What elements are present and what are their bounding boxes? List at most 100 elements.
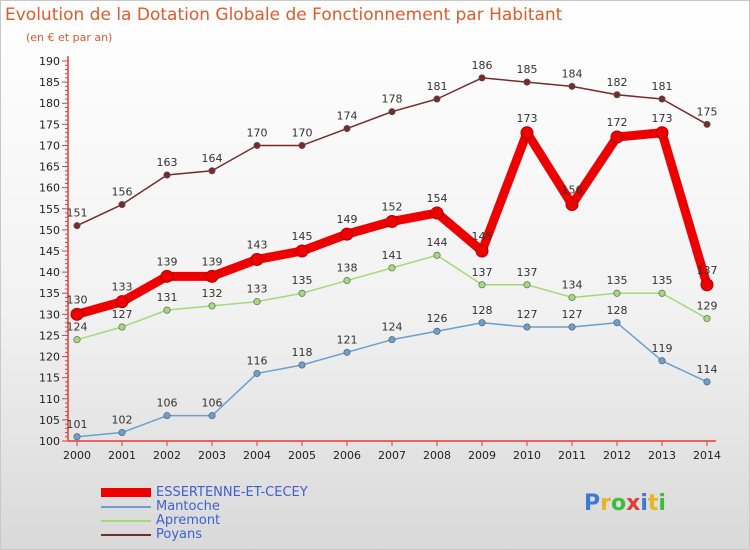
logo-letter: P (584, 491, 601, 516)
y-tick-label: 155 (39, 203, 60, 216)
data-label: 186 (472, 59, 493, 72)
data-label: 137 (472, 266, 493, 279)
data-label: 172 (607, 116, 628, 129)
data-label: 124 (67, 321, 88, 334)
data-point (340, 227, 354, 241)
data-point (433, 327, 441, 335)
data-point (388, 264, 396, 272)
x-tick-label: 2011 (558, 449, 586, 462)
data-label: 135 (652, 274, 673, 287)
axes: 100 105 110 115 120 125 130 135 140 145 150 155 160 1… (39, 55, 721, 462)
x-tick-label: 2012 (603, 449, 631, 462)
chart-title: Evolution de la Dotation Globale de Fonc… (5, 5, 563, 25)
y-tick-label: 175 (39, 118, 60, 131)
legend-label: Mantoche (156, 499, 220, 514)
x-tick-label: 2002 (153, 449, 181, 462)
data-point (433, 251, 441, 259)
data-label: 144 (427, 236, 448, 249)
y-tick-label: 165 (39, 161, 60, 174)
y-tick-label: 130 (39, 308, 60, 321)
y-tick-label: 150 (39, 224, 60, 237)
data-label: 126 (427, 312, 448, 325)
data-point (160, 269, 174, 283)
data-label: 118 (292, 346, 313, 359)
data-label: 156 (112, 186, 133, 199)
data-label: 175 (697, 105, 718, 118)
data-point (73, 433, 81, 441)
data-label: 152 (382, 200, 403, 213)
legend-swatch (101, 520, 151, 522)
data-label: 138 (337, 262, 358, 275)
data-label: 185 (517, 63, 538, 76)
data-label: 145 (472, 230, 493, 243)
data-point (565, 198, 579, 212)
data-label: 128 (607, 304, 628, 317)
data-label: 149 (337, 213, 358, 226)
data-label: 106 (202, 397, 223, 410)
data-label: 182 (607, 76, 628, 89)
data-point (703, 315, 711, 323)
data-label: 156 (562, 184, 583, 197)
data-label: 141 (382, 249, 403, 262)
data-point (388, 336, 396, 344)
data-point (385, 214, 399, 228)
data-label: 139 (202, 255, 223, 268)
logo-letter: t (647, 491, 659, 516)
data-point (295, 244, 309, 258)
data-point (208, 412, 216, 420)
data-label: 184 (562, 67, 583, 80)
y-tick-label: 100 (39, 435, 60, 448)
x-tick-label: 2006 (333, 449, 361, 462)
data-point (568, 82, 576, 90)
data-label: 139 (157, 255, 178, 268)
data-point (208, 302, 216, 310)
data-point (658, 357, 666, 365)
data-label: 143 (247, 238, 268, 251)
data-point (208, 167, 216, 175)
y-tick-label: 110 (39, 393, 60, 406)
data-point (658, 95, 666, 103)
x-tick-label: 2008 (423, 449, 451, 462)
data-label: 102 (112, 414, 133, 427)
data-label: 124 (382, 321, 403, 334)
chart-subtitle: (en € et par an) (26, 31, 113, 44)
data-point (163, 306, 171, 314)
data-point (118, 429, 126, 437)
legend-swatch (101, 506, 151, 508)
y-tick-label: 135 (39, 287, 60, 300)
legend-label: Apremont (156, 513, 221, 528)
x-tick-label: 2000 (63, 449, 91, 462)
proxiti-logo: Proxiti (584, 491, 666, 516)
y-tick-label: 180 (39, 97, 60, 110)
data-label: 127 (517, 308, 538, 321)
y-tick-label: 115 (39, 372, 60, 385)
legend-swatch (101, 534, 151, 536)
y-tick-label: 190 (39, 55, 60, 68)
data-point (298, 141, 306, 149)
x-tick-label: 2003 (198, 449, 226, 462)
x-tick-label: 2007 (378, 449, 406, 462)
data-label: 178 (382, 93, 403, 106)
logo-letter: x (626, 491, 641, 516)
logo-letter: i (658, 491, 666, 516)
data-point (388, 108, 396, 116)
data-point (73, 336, 81, 344)
data-point (298, 361, 306, 369)
y-tick-label: 170 (39, 139, 60, 152)
x-tick-label: 2004 (243, 449, 271, 462)
data-point (613, 91, 621, 99)
x-tick-label: 2010 (513, 449, 541, 462)
logo-letter: i (640, 491, 648, 516)
data-labels: 151 156 163 164 170 170 174 178 181 186 185 184 182 1… (67, 59, 718, 431)
data-label: 145 (292, 230, 313, 243)
data-point (253, 141, 261, 149)
x-tick-label: 2009 (468, 449, 496, 462)
data-point (655, 126, 669, 140)
data-point (658, 289, 666, 297)
y-tick-label: 105 (39, 414, 60, 427)
data-point (70, 307, 84, 321)
legend-swatch (101, 488, 151, 497)
data-label: 129 (697, 300, 718, 313)
data-label: 173 (652, 112, 673, 125)
